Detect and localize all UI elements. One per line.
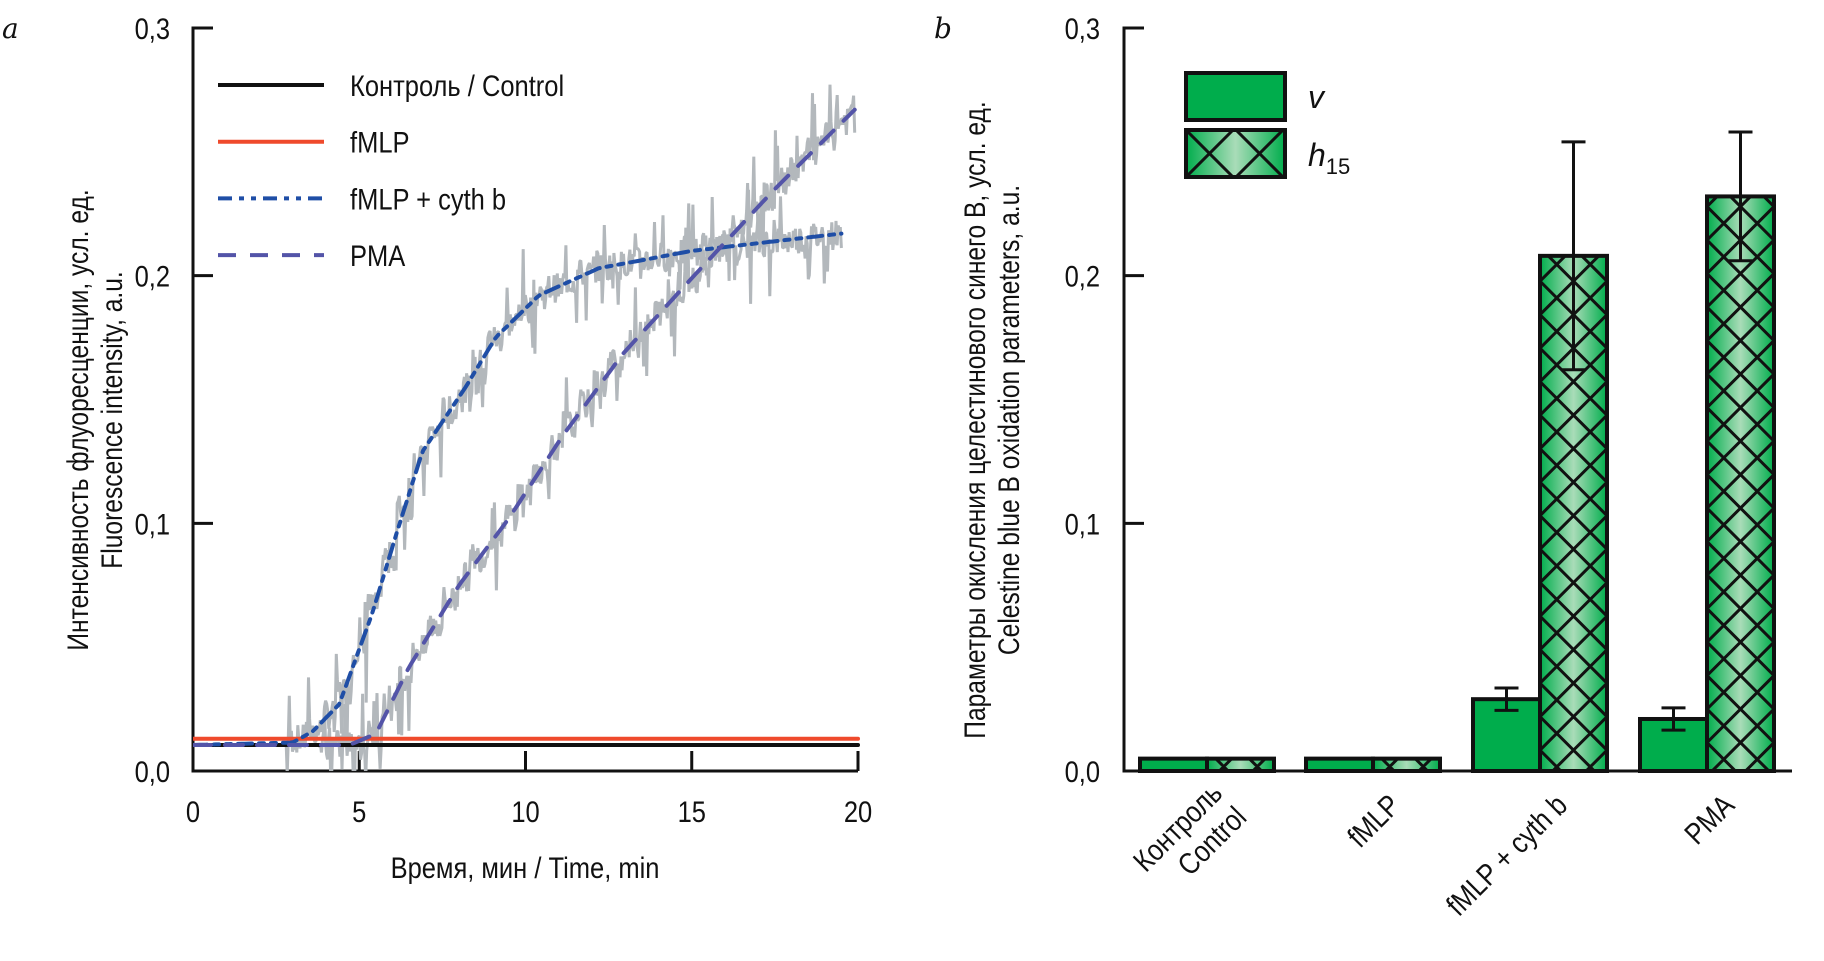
panel-a-ytick-label: 0,1 <box>135 507 170 540</box>
panel-b-axes: 0,0 0,1 0,2 0,3 <box>1065 12 1792 788</box>
panel-a-xtick-label-group: 15 <box>678 795 706 828</box>
panel-a-label: a <box>2 12 19 45</box>
panel-a-xtick-label: 0 <box>186 795 200 828</box>
panel-a-xtick-label-group: 5 <box>352 795 366 828</box>
panel-b-ytick-label-group: 0,2 <box>1065 260 1100 293</box>
panel-a-xtick-label-group: 20 <box>844 795 872 828</box>
panel-a-ytick-label: 0,2 <box>135 260 170 293</box>
legend-label-control: Контроль / Control <box>350 69 564 102</box>
panel-a-xtick-label-group: 10 <box>511 795 539 828</box>
panel-a-legend: Контроль / Control fMLP fMLP + cyth b PMA <box>218 69 564 273</box>
legend-swatch-v <box>1186 73 1285 120</box>
legend-label-h15: h15 <box>1308 137 1350 179</box>
panel-b-label: b <box>934 12 952 45</box>
legend-entry-pma: PMA <box>350 239 406 272</box>
legend-entry-fmlp: fMLP <box>350 126 409 159</box>
panel-b-ytick-label-group: 0,1 <box>1065 507 1100 540</box>
legend-label-pma: PMA <box>350 239 406 272</box>
panel-a-xtick-label: 15 <box>678 795 706 828</box>
category-label-line-group: PMA <box>1678 788 1741 851</box>
panel-a-series <box>193 107 860 747</box>
category-label-line: fMLP <box>1341 788 1407 854</box>
panel-b-ylabel-en: Celestine blue B oxidation parameters, a… <box>992 185 1026 655</box>
bar-control-h15-hatch-lines <box>1213 758 1268 771</box>
panel-a-xtick-label: 20 <box>844 795 872 828</box>
bar-control-h15-hatch <box>1213 758 1268 771</box>
bar-group-control <box>1138 756 1276 773</box>
legend-label-h15-main: h <box>1308 137 1326 173</box>
panel-b-ytick-label-group: 0,3 <box>1065 12 1100 45</box>
panel-b: b Параметры окисления целестинового сине… <box>934 12 1792 922</box>
legend-swatch-h15 <box>1186 130 1285 177</box>
panel-a-series-line-fmlp-cyth-b <box>193 231 844 747</box>
panel-a: a Интенсивность флуоресценции, усл. ед. … <box>2 12 872 884</box>
panel-a-ylabel-en: Fluorescence intensity, a.u. <box>95 271 129 569</box>
panel-a-xtick-label: 5 <box>352 795 366 828</box>
legend-label-fmlp: fMLP <box>350 126 409 159</box>
panel-a-ytick-label: 0,0 <box>135 755 170 788</box>
panel-a-series-line-pma <box>193 107 857 747</box>
legend-swatch-h15-hatch <box>1186 130 1285 177</box>
bar-fmlp-h15-hatch <box>1379 758 1434 771</box>
category-label-fmlp-cyth-b: fMLP + cyth b <box>1440 788 1574 922</box>
bar-fmlp-h15-hatch-lines <box>1379 758 1434 771</box>
bar-control-v <box>1140 758 1207 771</box>
panel-a-ytick-label: 0,3 <box>135 12 170 45</box>
panel-a-axes: 0,0 0,1 0,2 0,3 0 5 10 15 20 <box>135 12 873 828</box>
legend-swatch-v-outline <box>1184 71 1287 122</box>
panel-a-ytick-label-group: 0,1 <box>135 507 170 540</box>
legend-entry-control: Контроль / Control <box>350 69 564 102</box>
category-label-pma: PMA <box>1678 788 1741 851</box>
panel-a-ylabel: Интенсивность флуоресценции, усл. ед. Fl… <box>61 189 129 650</box>
legend-swatch-h15-outline <box>1184 128 1287 179</box>
bar-group-pma <box>1638 130 1776 773</box>
category-label-fmlp: fMLP <box>1341 788 1407 854</box>
panel-b-ylabel: Параметры окисления целестинового синего… <box>958 101 1026 738</box>
legend-entry-fmlp-cyth-b: fMLP + cyth b <box>350 182 506 215</box>
panel-b-ytick-label-group: 0,0 <box>1065 755 1100 788</box>
bar-group-fmlp <box>1304 756 1442 773</box>
panel-a-ylabel-ru: Интенсивность флуоресценции, усл. ед. <box>61 189 95 650</box>
panel-a-xlabel-text: Время, мин / Time, min <box>391 851 660 884</box>
category-label-line-group: fMLP <box>1341 788 1407 854</box>
legend-label-fmlp-cyth-b: fMLP + cyth b <box>350 182 506 215</box>
legend-label-v: v <box>1308 79 1326 115</box>
legend-label-h15-sub: 15 <box>1326 154 1350 179</box>
panel-a-xtick-label-group: 0 <box>186 795 200 828</box>
panel-a-ytick-label-group: 0,3 <box>135 12 170 45</box>
panel-a-ytick-label-group: 0,0 <box>135 755 170 788</box>
panel-b-ytick-label: 0,1 <box>1065 507 1100 540</box>
category-label-line: fMLP + cyth b <box>1440 788 1574 922</box>
category-label-line: PMA <box>1678 788 1741 851</box>
panel-a-xlabel: Время, мин / Time, min <box>391 851 660 884</box>
panel-b-ytick-label: 0,3 <box>1065 12 1100 45</box>
bar-fmlp-v <box>1306 758 1373 771</box>
panel-a-axis-lines <box>191 26 858 773</box>
bar-pma-h15-hatch <box>1707 196 1774 771</box>
panel-a-raw-trace-fmlp-cyth-b <box>284 189 843 771</box>
panel-a-xtick-label: 10 <box>511 795 539 828</box>
panel-a-raw-trace-pma <box>317 84 857 771</box>
bar-pma-h15-hatch-lines <box>1707 196 1774 771</box>
panel-b-ylabel-ru: Параметры окисления целестинового синего… <box>958 101 992 738</box>
panel-a-ytick-label-group: 0,2 <box>135 260 170 293</box>
panel-b-ytick-label: 0,2 <box>1065 260 1100 293</box>
category-label-line-group: fMLP + cyth b <box>1440 788 1574 922</box>
panel-b-ytick-label: 0,0 <box>1065 755 1100 788</box>
